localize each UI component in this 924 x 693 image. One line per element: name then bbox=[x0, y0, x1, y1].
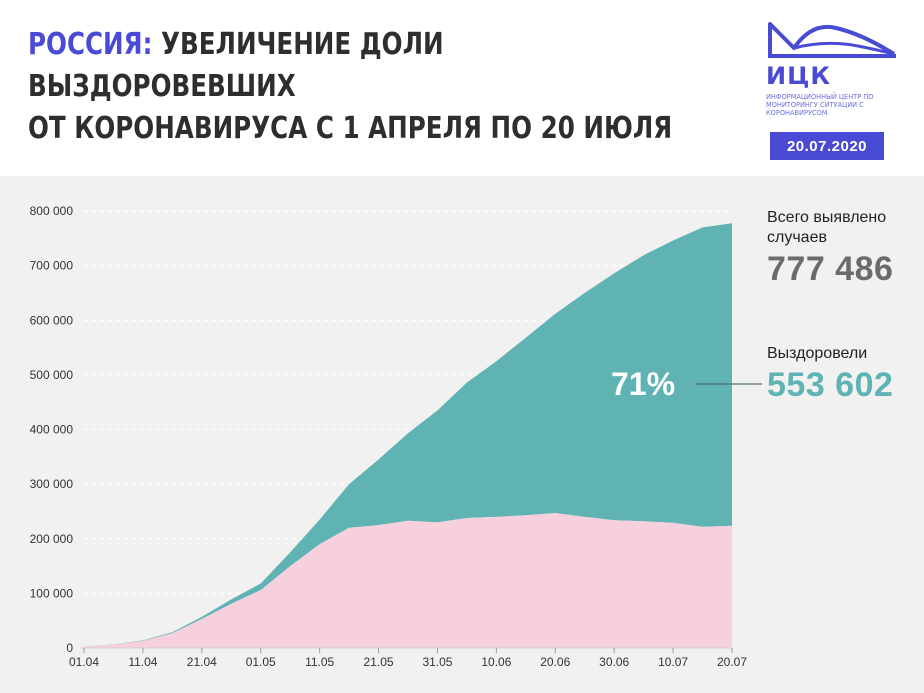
logo-name: ИЦК bbox=[766, 62, 831, 90]
logo: ИЦК Информационный центр по мониторингу … bbox=[766, 18, 902, 117]
y-tick-label: 500 000 bbox=[30, 368, 74, 382]
x-tick-label: 01.04 bbox=[69, 655, 99, 669]
recovered-area bbox=[84, 223, 732, 647]
y-tick-label: 700 000 bbox=[30, 259, 74, 273]
header: РОССИЯ: УВЕЛИЧЕНИЕ ДОЛИ ВЫЗДОРОВЕВШИХ ОТ… bbox=[0, 0, 924, 176]
title-line2: ОТ КОРОНАВИРУСА С 1 АПРЕЛЯ ПО 20 ИЮЛЯ bbox=[28, 111, 673, 146]
logo-subtitle: Информационный центр по мониторингу ситу… bbox=[766, 93, 874, 117]
title-line1: УВЕЛИЧЕНИЕ ДОЛИ ВЫЗДОРОВЕВШИХ bbox=[28, 27, 444, 104]
y-tick-label: 400 000 bbox=[30, 423, 74, 437]
x-tick-label: 21.05 bbox=[364, 655, 394, 669]
x-tick-label: 10.06 bbox=[481, 655, 511, 669]
x-tick-label: 20.07 bbox=[717, 655, 747, 669]
date-badge: 20.07.2020 bbox=[770, 132, 884, 160]
x-tick-label: 20.06 bbox=[540, 655, 570, 669]
total-cases-value: 777 486 bbox=[767, 250, 894, 288]
x-tick-label: 10.07 bbox=[658, 655, 688, 669]
title-accent: РОССИЯ: bbox=[28, 27, 153, 62]
recovered-label: Выздоровели bbox=[767, 345, 868, 362]
y-tick-label: 200 000 bbox=[30, 532, 74, 546]
y-tick-label: 600 000 bbox=[30, 313, 74, 327]
x-tick-label: 21.04 bbox=[187, 655, 217, 669]
x-tick-label: 11.05 bbox=[305, 655, 334, 669]
recovered-percent-label: 71% bbox=[611, 366, 676, 402]
x-tick-label: 30.06 bbox=[599, 655, 629, 669]
y-tick-label: 0 bbox=[66, 641, 73, 655]
y-tick-label: 300 000 bbox=[30, 477, 74, 491]
x-tick-label: 31.05 bbox=[422, 655, 452, 669]
chart-panel: 0 100 000 200 000 300 000 400 000 500 000 600 … bbox=[0, 176, 924, 693]
x-tick-label: 11.04 bbox=[128, 655, 157, 669]
x-tick-label: 01.05 bbox=[246, 655, 276, 669]
active-area bbox=[84, 513, 732, 648]
page-title: РОССИЯ: УВЕЛИЧЕНИЕ ДОЛИ ВЫЗДОРОВЕВШИХ ОТ… bbox=[28, 24, 700, 150]
logo-mountain-icon bbox=[768, 22, 896, 58]
y-tick-label: 800 000 bbox=[30, 204, 74, 218]
recovered-value: 553 602 bbox=[767, 366, 894, 404]
y-tick-label: 100 000 bbox=[30, 586, 74, 600]
total-cases-label: Всего выявлено случаев bbox=[767, 209, 887, 246]
area-chart: 0 100 000 200 000 300 000 400 000 500 000 600 … bbox=[30, 204, 762, 669]
